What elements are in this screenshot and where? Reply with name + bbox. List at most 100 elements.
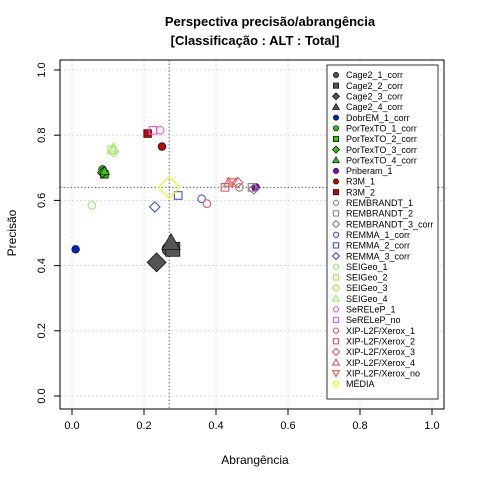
legend-marker (332, 72, 339, 79)
legend-marker (331, 347, 341, 357)
chart-title: Perspectiva precisão/abrangência (165, 14, 376, 29)
legend-label: REMBRANDT_2 (346, 209, 413, 219)
legend-label: SEIGeo_1 (346, 262, 388, 272)
data-point (247, 183, 257, 192)
data-point (202, 199, 212, 209)
data-point (87, 200, 97, 210)
data-point (235, 183, 244, 192)
x-tick-label: 1.0 (424, 420, 439, 432)
legend-marker (331, 370, 341, 378)
y-tick-label: 0.4 (36, 258, 48, 273)
legend-marker (331, 145, 341, 154)
legend-label: SeRELeP_1 (346, 305, 396, 315)
data-point (247, 183, 260, 195)
data-point (157, 142, 167, 151)
legend-marker (332, 125, 339, 132)
data-point (157, 175, 181, 200)
legend-marker (332, 189, 339, 196)
data-point (107, 142, 120, 153)
legend-label: XIP-L2F/Xerox_4 (346, 358, 415, 368)
y-tick-label: 0.8 (36, 128, 48, 143)
x-tick-label: 0.0 (64, 420, 79, 432)
legend-label: SeRELeP_no (346, 315, 401, 325)
legend-label: REMBRANDT_1 (346, 198, 413, 208)
legend-label: PorTexTO_2_corr (346, 134, 417, 144)
legend-marker (331, 283, 341, 293)
legend-marker (331, 156, 341, 164)
y-tick-label: 1.0 (36, 62, 48, 77)
legend-label: PorTexTO_3_corr (346, 145, 417, 155)
data-point (146, 252, 167, 273)
legend-marker (332, 242, 340, 249)
legend-marker (332, 82, 339, 89)
legend-marker (332, 210, 340, 217)
legend-label: REMMA_1_corr (346, 230, 410, 240)
x-tick-label: 0.6 (280, 420, 295, 432)
data-point (231, 176, 244, 189)
data-point (148, 201, 161, 213)
legend-marker (332, 306, 340, 313)
x-tick-label: 0.4 (208, 420, 223, 432)
legend-label: REMMA_2_corr (346, 241, 410, 251)
data-point (173, 191, 183, 200)
y-tick-label: 0.6 (36, 193, 48, 208)
legend-label: DobrEM_1_corr (346, 113, 410, 123)
data-point (161, 232, 181, 251)
legend-marker (332, 263, 340, 270)
chart-subtitle: [Classificação : ALT : Total] (171, 33, 340, 48)
legend-label: SEIGeo_3 (346, 283, 388, 293)
legend-marker (331, 379, 341, 389)
data-point (226, 178, 239, 189)
axis-ticks: 0.0 0.2 0.4 0.6 0.8 1.0 0.0 0.2 0.4 0.6 0.8 1.0 (36, 62, 440, 432)
legend-marker (332, 338, 340, 345)
legend-label: Cage2_4_corr (346, 102, 403, 112)
legend-label: SEIGeo_4 (346, 294, 388, 304)
legend-marker (331, 92, 341, 101)
legend-label: XIP-L2F/Xerox_1 (346, 326, 415, 336)
plot-frame (59, 59, 445, 410)
data-point (98, 165, 111, 176)
data-points (71, 125, 260, 273)
legend-label: REMBRANDT_3_corr (346, 219, 434, 229)
legend-label: R3M_2 (346, 187, 375, 197)
legend-marker (332, 167, 339, 174)
legend-marker (332, 114, 339, 121)
legend-marker (331, 219, 341, 229)
legend-label: XIP-L2F/Xerox_3 (346, 347, 415, 357)
legend-marker (332, 274, 340, 281)
legend-label: XIP-L2F/Xerox_2 (346, 336, 415, 346)
legend: Cage2_1_corrCage2_2_corrCage2_3_corrCage… (326, 64, 439, 400)
y-tick-label: 0.2 (36, 323, 48, 338)
legend-label: Cage2_1_corr (346, 70, 403, 80)
legend-label: REMMA_3_corr (346, 251, 410, 261)
legend-marker (331, 251, 341, 261)
data-point (155, 125, 165, 135)
legend-label: XIP-L2F/Xerox_no (346, 368, 420, 378)
x-axis-title: Abrangência (221, 453, 289, 467)
legend-label: PorTexTO_4_corr (346, 155, 417, 165)
legend-label: SEIGeo_2 (346, 273, 388, 283)
y-axis-title: Precisão (5, 209, 19, 256)
legend-label: MÉDIA (346, 379, 375, 389)
legend-label: PorTexTO_1_corr (346, 123, 417, 133)
legend-marker (331, 294, 341, 302)
legend-label: R3M_1 (346, 177, 375, 187)
y-tick-label: 0.0 (36, 388, 48, 403)
legend-marker (332, 178, 339, 185)
legend-label: Cage2_3_corr (346, 92, 403, 102)
data-point (148, 125, 158, 135)
legend-box (326, 64, 439, 400)
data-point (197, 194, 206, 204)
x-tick-label: 0.8 (352, 420, 367, 432)
legend-marker (332, 231, 340, 238)
legend-marker (332, 316, 340, 324)
data-point (222, 176, 235, 187)
legend-marker (332, 327, 340, 334)
legend-label: Cage2_2_corr (346, 81, 403, 91)
data-point (71, 245, 80, 254)
legend-marker (331, 358, 341, 366)
legend-label: Priberam_1 (346, 166, 393, 176)
x-tick-label: 0.2 (136, 420, 151, 432)
